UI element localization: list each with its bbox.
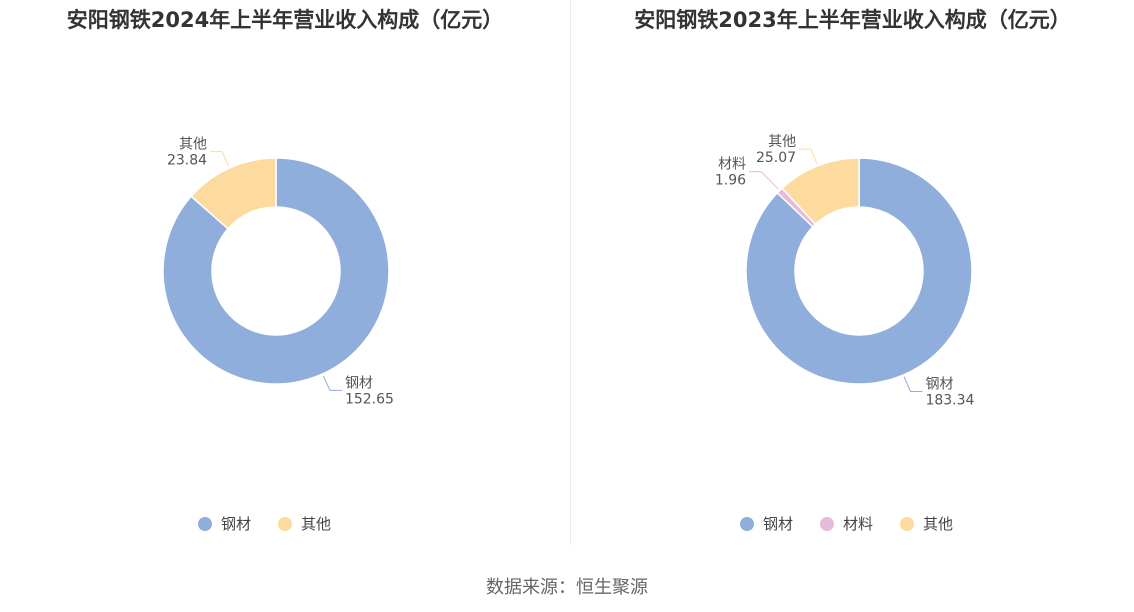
chart-title: 安阳钢铁2024年上半年营业收入构成（亿元）	[66, 8, 504, 32]
data-label-value-steel: 152.65	[345, 391, 394, 407]
data-label-value-materials: 1.96	[715, 173, 746, 189]
legend-label-materials: 材料	[843, 515, 873, 533]
slice-other	[781, 157, 860, 226]
data-label-name-other: 其他	[179, 137, 207, 153]
legend-marker-steel	[740, 517, 754, 531]
data-label-name-other: 其他	[768, 134, 796, 150]
data-label-name-steel: 钢材	[345, 375, 373, 391]
panel-divider	[570, 0, 571, 545]
data-source-note: 数据来源：恒生聚源	[486, 577, 648, 598]
legend-marker-other	[278, 517, 292, 531]
slice-steel	[162, 157, 390, 385]
data-label-name-steel: 钢材	[925, 376, 953, 392]
legend-marker-steel	[198, 517, 212, 531]
legend-label-other: 其他	[923, 515, 953, 533]
chart-panel-2023: 安阳钢铁2023年上半年营业收入构成（亿元） 钢材 183.34 材料 1.96 其他 2…	[571, 0, 1134, 545]
legend-marker-materials	[820, 517, 834, 531]
leader-line-steel	[903, 376, 923, 392]
slice-other	[190, 157, 277, 230]
chart-panel-2024: 安阳钢铁2024年上半年营业收入构成（亿元） 钢材 152.65 其他 23.84 钢材…	[0, 0, 570, 545]
leader-line-materials	[749, 171, 779, 190]
legend-label-steel: 钢材	[763, 515, 793, 533]
chart-title: 安阳钢铁2023年上半年营业收入构成（亿元）	[634, 8, 1071, 32]
slice-steel	[745, 157, 973, 385]
leader-line-other	[210, 151, 230, 167]
leader-line-other	[799, 148, 818, 165]
data-label-value-other: 25.07	[756, 150, 796, 166]
data-label-value-other: 23.84	[167, 153, 207, 169]
data-label-value-steel: 183.34	[925, 392, 974, 408]
data-label-name-materials: 材料	[718, 157, 746, 173]
leader-line-steel	[322, 375, 342, 391]
legend-label-other: 其他	[301, 515, 331, 533]
legend-marker-other	[900, 517, 914, 531]
legend-label-steel: 钢材	[221, 515, 251, 533]
